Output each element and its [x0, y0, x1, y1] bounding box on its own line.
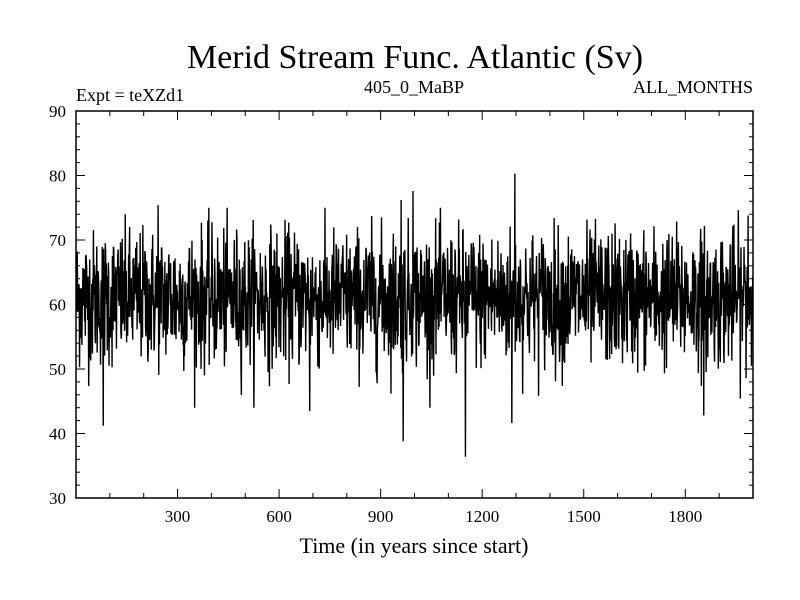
x-tick-label: 1500 — [567, 507, 601, 526]
run-label: 405_0_MaBP — [364, 77, 464, 97]
series-line — [75, 173, 754, 457]
y-tick-label: 60 — [49, 296, 66, 315]
ticks-group: 300 600 900 1200 1500 1800 30 40 50 60 70 80 90 — [49, 102, 753, 526]
y-tick-label: 40 — [49, 425, 66, 444]
x-axis-label: Time (in years since start) — [300, 533, 529, 558]
x-tick-label: 900 — [368, 507, 394, 526]
y-tick-label: 50 — [49, 360, 66, 379]
x-tick-label: 1200 — [465, 507, 499, 526]
y-tick-label: 70 — [49, 231, 66, 250]
x-tick-label: 300 — [165, 507, 191, 526]
experiment-label: Expt = teXZd1 — [76, 85, 184, 105]
x-tick-label: 1800 — [668, 507, 702, 526]
y-tick-label: 90 — [49, 102, 66, 121]
x-tick-label: 600 — [266, 507, 292, 526]
chart-title: Merid Stream Func. Atlantic (Sv) — [187, 39, 643, 76]
y-tick-label: 80 — [49, 167, 66, 186]
series-group — [75, 173, 754, 457]
months-label: ALL_MONTHS — [633, 77, 753, 97]
y-tick-label: 30 — [49, 489, 66, 508]
